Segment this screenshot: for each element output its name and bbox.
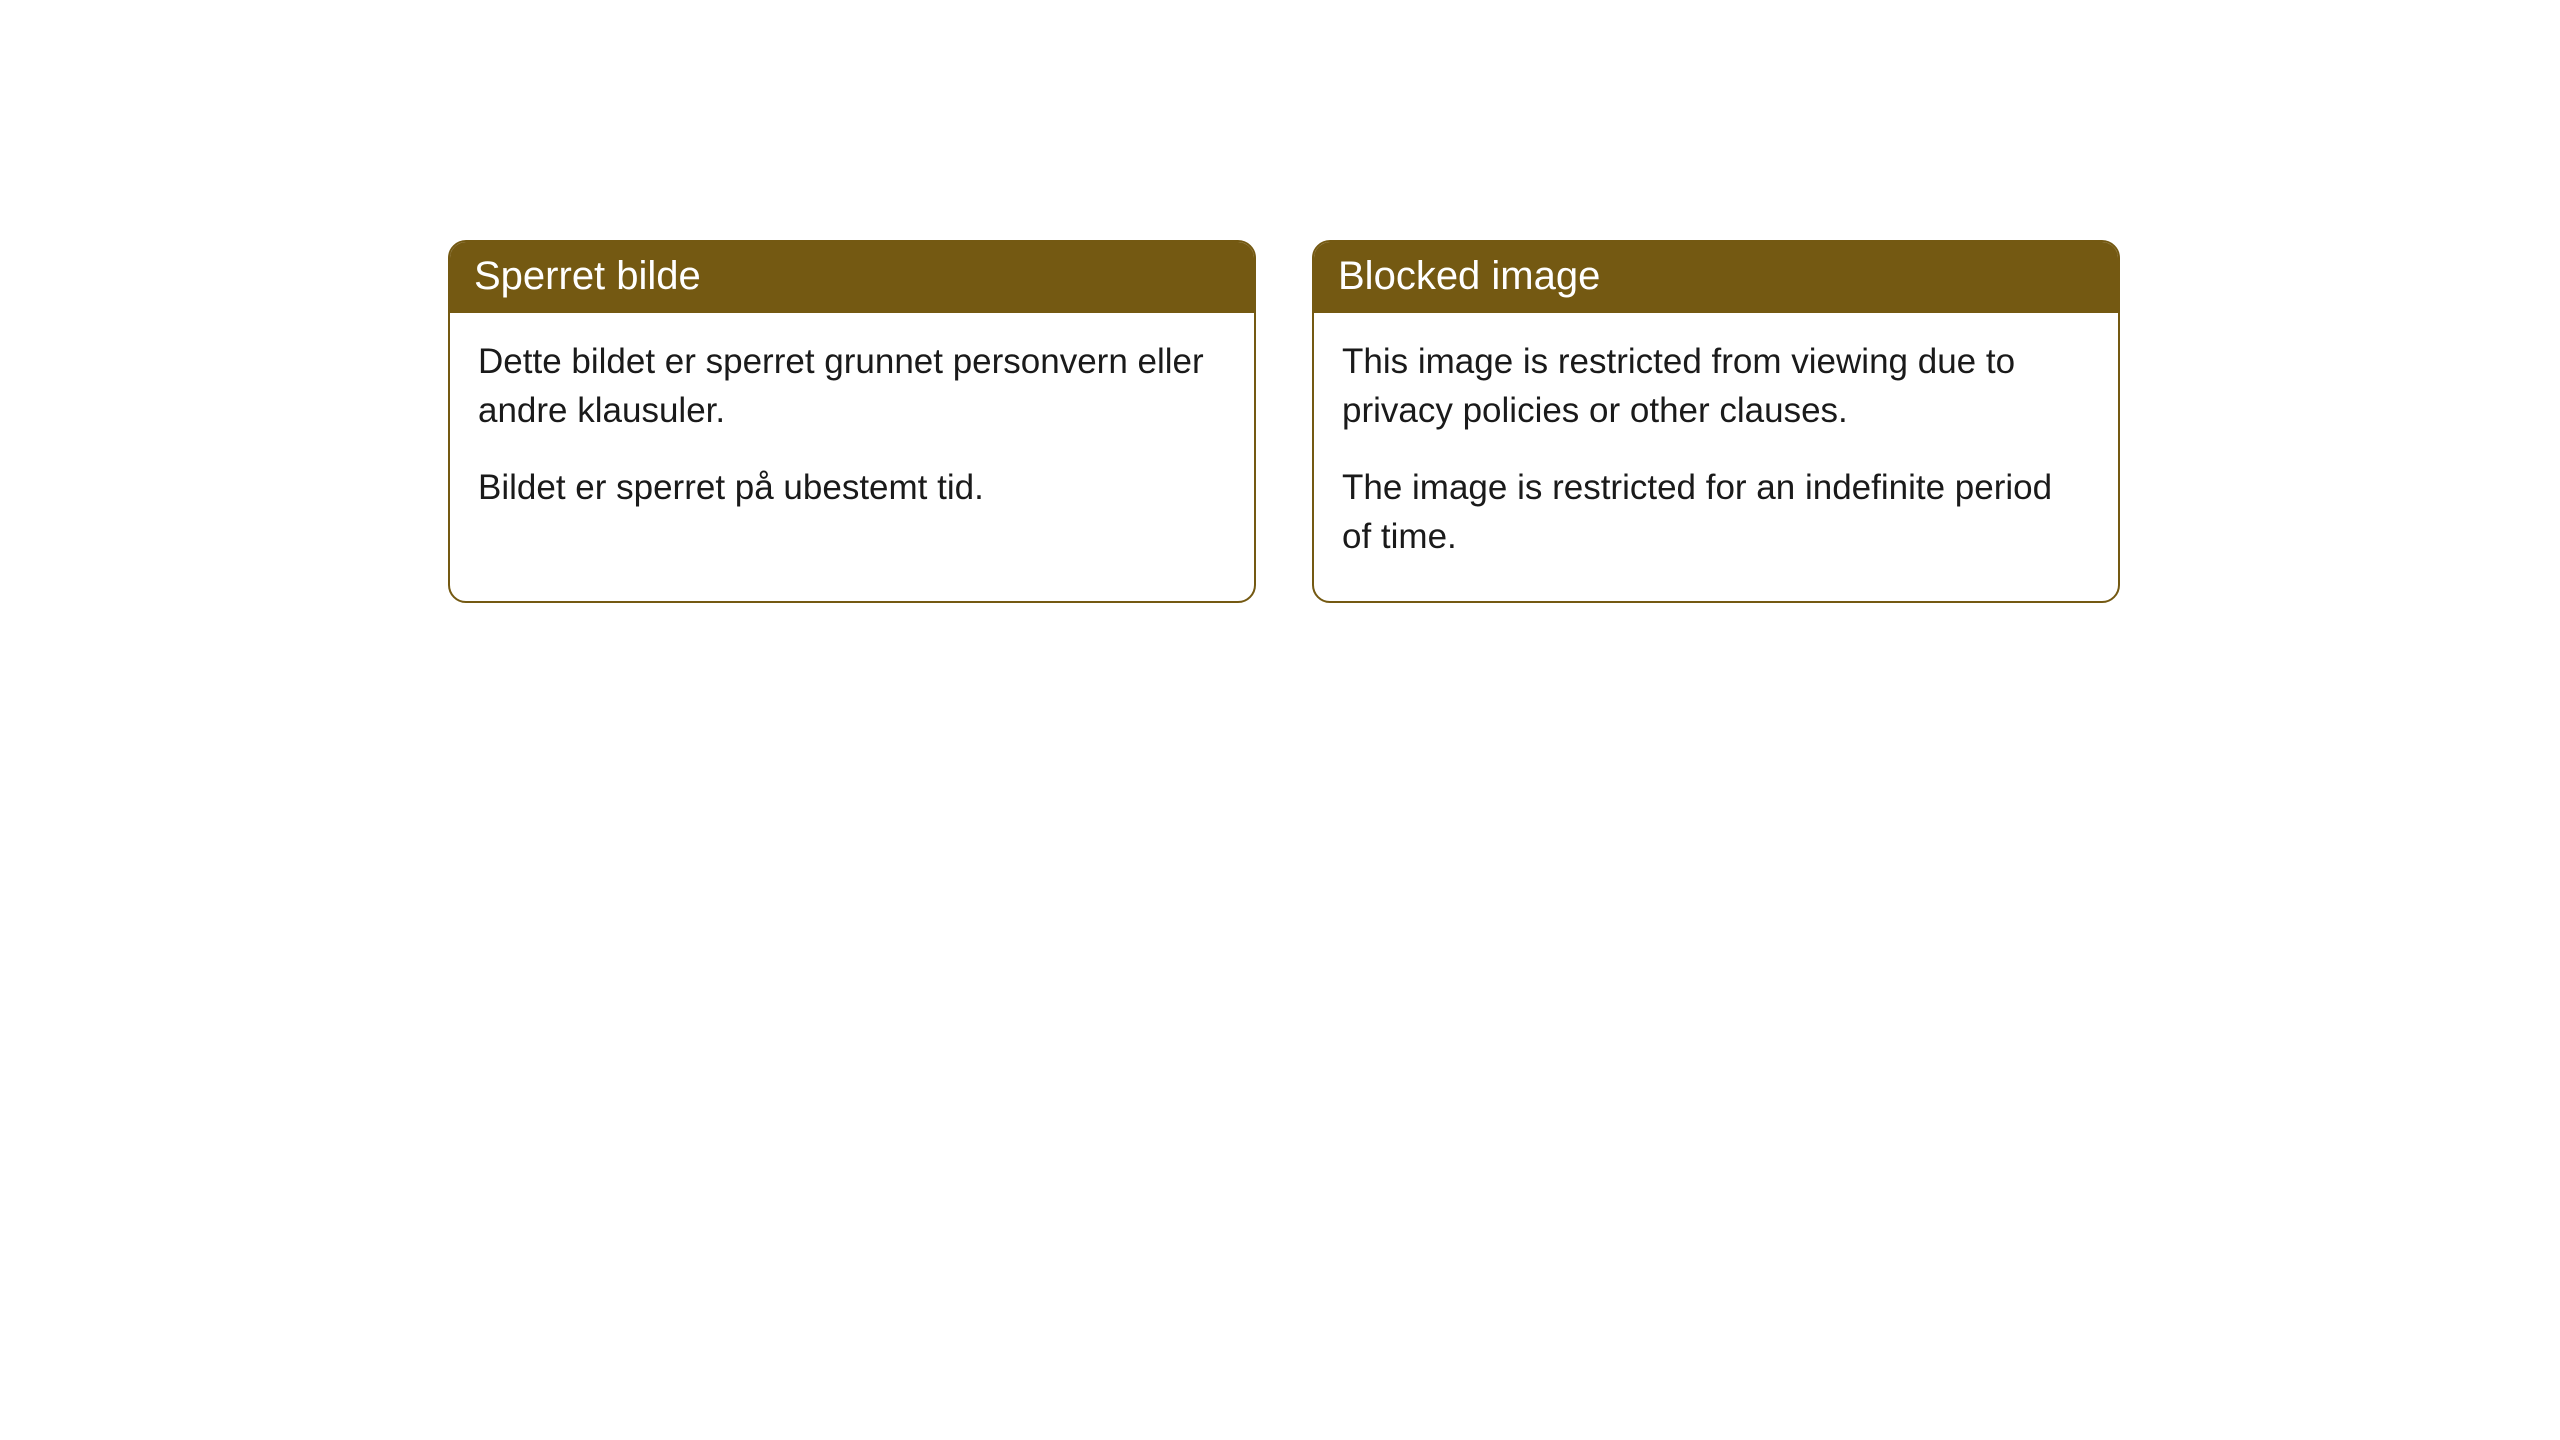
blocked-image-card-english: Blocked image This image is restricted f… <box>1312 240 2120 603</box>
card-header: Blocked image <box>1314 242 2118 313</box>
card-paragraph: Dette bildet er sperret grunnet personve… <box>478 337 1226 435</box>
cards-container: Sperret bilde Dette bildet er sperret gr… <box>0 0 2560 603</box>
card-paragraph: Bildet er sperret på ubestemt tid. <box>478 463 1226 512</box>
card-paragraph: The image is restricted for an indefinit… <box>1342 463 2090 561</box>
card-title: Blocked image <box>1338 254 1600 298</box>
card-body: This image is restricted from viewing du… <box>1314 313 2118 601</box>
card-header: Sperret bilde <box>450 242 1254 313</box>
blocked-image-card-norwegian: Sperret bilde Dette bildet er sperret gr… <box>448 240 1256 603</box>
card-body: Dette bildet er sperret grunnet personve… <box>450 313 1254 552</box>
card-paragraph: This image is restricted from viewing du… <box>1342 337 2090 435</box>
card-title: Sperret bilde <box>474 254 701 298</box>
